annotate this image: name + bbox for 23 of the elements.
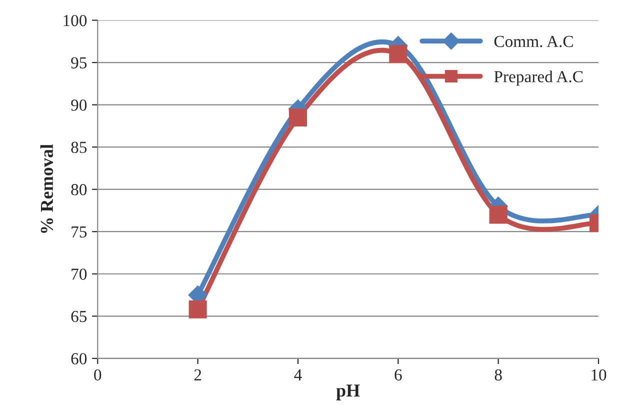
x-tick-label: 6 — [394, 369, 402, 381]
y-tick-label: 75 — [72, 226, 87, 238]
x-tick-label: 2 — [194, 369, 202, 380]
legend-label: Prepared A.C — [494, 70, 583, 86]
y-tick-label: 80 — [71, 184, 87, 196]
x-tick-label: 10 — [592, 369, 606, 381]
y-tick-label: 100 — [64, 14, 87, 26]
x-tick-label: 8 — [494, 369, 502, 381]
y-tick-label: 60 — [71, 353, 87, 364]
point — [188, 300, 207, 318]
y-tick-label: 70 — [72, 268, 87, 280]
x-tick-label: 0 — [94, 369, 102, 381]
point — [288, 108, 308, 127]
x-axis-title: pH — [336, 384, 360, 400]
x-tick-label: 4 — [294, 369, 302, 380]
y-tick-label: 85 — [71, 142, 87, 154]
y-axis-title: % Removal — [40, 144, 54, 233]
y-tick-label: 95 — [71, 57, 87, 68]
y-tick-label: 90 — [71, 99, 87, 111]
legend-label: Comm. A.C — [494, 36, 573, 48]
point — [389, 45, 408, 64]
point — [489, 206, 508, 224]
y-tick-label: 65 — [71, 310, 87, 322]
